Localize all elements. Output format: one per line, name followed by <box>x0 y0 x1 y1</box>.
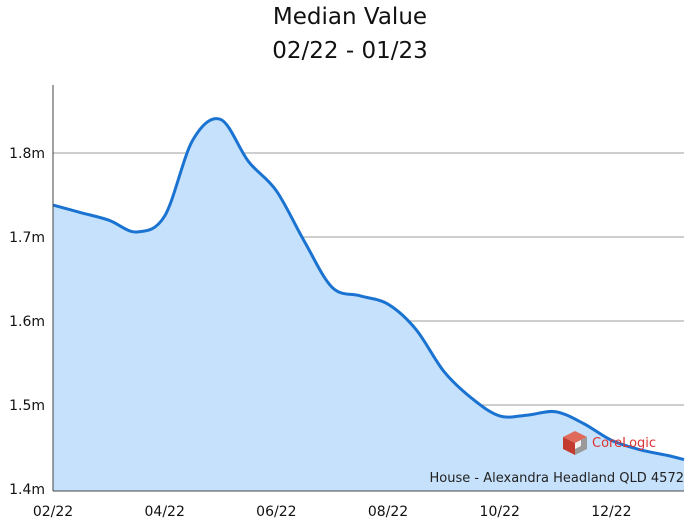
x-tick-labels: 02/22 04/22 06/22 08/22 10/22 12/22 <box>33 504 632 520</box>
chart-subtitle: 02/22 - 01/23 <box>272 38 428 64</box>
chart-title: Median Value <box>272 4 428 30</box>
corelogic-cube-icon <box>563 431 587 455</box>
corelogic-logo: CoreLogic <box>562 430 656 456</box>
x-tick-label: 02/22 <box>33 504 73 520</box>
corelogic-logo-text: CoreLogic <box>592 435 657 451</box>
y-tick-label: 1.8m <box>9 146 45 162</box>
x-tick-label: 12/22 <box>591 504 631 520</box>
x-tick-label: 06/22 <box>256 504 296 520</box>
x-tick-label: 08/22 <box>368 504 408 520</box>
area-fill <box>53 118 684 492</box>
x-tick-label: 04/22 <box>145 504 185 520</box>
y-tick-label: 1.5m <box>9 398 45 414</box>
y-tick-label: 1.7m <box>9 230 45 246</box>
y-tick-labels: 1.4m 1.5m 1.6m 1.7m 1.8m <box>9 146 45 498</box>
series-line <box>52 117 685 462</box>
y-tick-label: 1.4m <box>9 482 45 498</box>
x-tick-label: 10/22 <box>480 504 520 520</box>
y-tick-label: 1.6m <box>9 314 45 330</box>
chart-caption: House - Alexandra Headland QLD 4572 <box>429 471 684 486</box>
